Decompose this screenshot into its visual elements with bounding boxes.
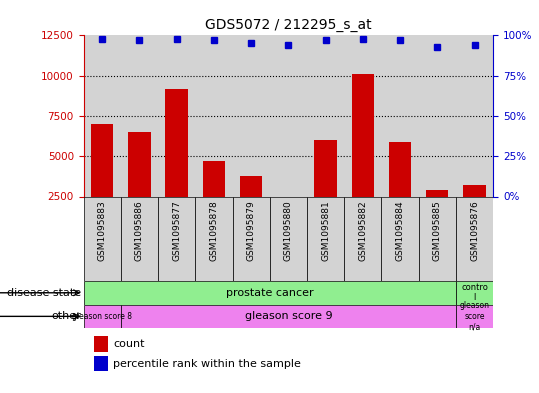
Bar (426, 190, 448, 237)
Bar (456, 196, 493, 281)
Text: contro
l: contro l (461, 283, 488, 303)
Text: GSM1095880: GSM1095880 (284, 201, 293, 261)
Text: other: other (51, 311, 81, 321)
Bar (456, 305, 493, 328)
Text: GSM1095884: GSM1095884 (396, 201, 405, 261)
Bar (314, 140, 337, 237)
Text: gleason score 9: gleason score 9 (245, 311, 332, 321)
Text: gleason
score
n/a: gleason score n/a (460, 301, 489, 331)
Text: GSM1095879: GSM1095879 (247, 201, 255, 261)
Bar (84, 196, 121, 281)
Bar (91, 124, 113, 237)
Bar (270, 196, 307, 281)
Text: GSM1095881: GSM1095881 (321, 201, 330, 261)
Bar (121, 196, 158, 281)
Bar (128, 132, 150, 237)
Bar (389, 142, 411, 237)
Bar (165, 88, 188, 237)
Text: GSM1095885: GSM1095885 (433, 201, 442, 261)
Text: gleason score 8: gleason score 8 (72, 312, 132, 321)
Text: disease state: disease state (6, 288, 81, 298)
Text: GSM1095878: GSM1095878 (209, 201, 218, 261)
Bar (195, 196, 232, 281)
Text: count: count (113, 339, 144, 349)
Bar (307, 196, 344, 281)
Bar (351, 74, 374, 237)
Text: GSM1095886: GSM1095886 (135, 201, 144, 261)
Text: GSM1095882: GSM1095882 (358, 201, 368, 261)
Bar (203, 161, 225, 237)
Bar (464, 185, 486, 237)
Title: GDS5072 / 212295_s_at: GDS5072 / 212295_s_at (205, 18, 372, 31)
Text: percentile rank within the sample: percentile rank within the sample (113, 358, 301, 369)
Text: GSM1095883: GSM1095883 (98, 201, 107, 261)
Text: GSM1095877: GSM1095877 (172, 201, 181, 261)
Bar (232, 196, 270, 281)
Bar (456, 281, 493, 305)
Bar (419, 196, 456, 281)
Bar (344, 196, 382, 281)
Bar (382, 196, 419, 281)
Bar (240, 176, 262, 237)
Text: prostate cancer: prostate cancer (226, 288, 314, 298)
Bar (277, 198, 300, 237)
Text: GSM1095876: GSM1095876 (470, 201, 479, 261)
Bar (158, 196, 195, 281)
Bar (121, 305, 456, 328)
Bar (84, 305, 121, 328)
